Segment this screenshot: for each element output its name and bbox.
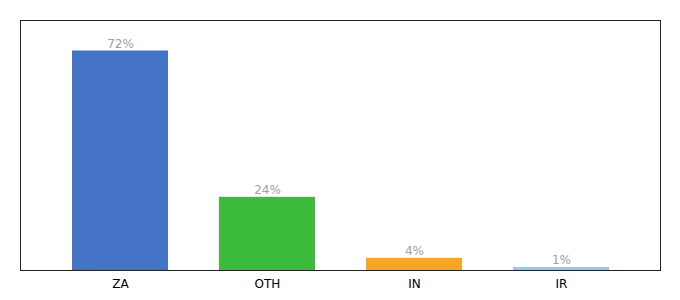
svg-text:IR: IR: [556, 277, 568, 291]
svg-text:OTH: OTH: [255, 277, 281, 291]
svg-text:4%: 4%: [405, 244, 424, 258]
svg-text:IN: IN: [408, 277, 421, 291]
svg-text:ZA: ZA: [112, 277, 129, 291]
svg-text:24%: 24%: [254, 183, 281, 197]
svg-text:1%: 1%: [552, 253, 571, 267]
svg-text:72%: 72%: [107, 37, 134, 51]
